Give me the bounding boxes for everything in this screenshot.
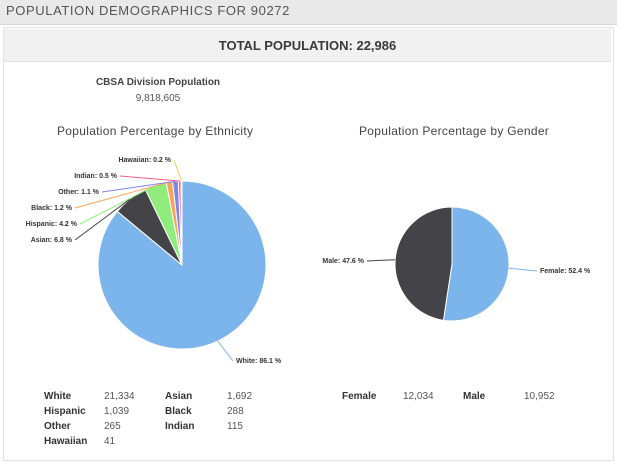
slice-label-black: Black: 1.2 %: [31, 205, 73, 212]
connector-hawaiian: [173, 159, 182, 182]
table-value-asian: 1,692: [227, 391, 253, 402]
header-bar: POPULATION DEMOGRAPHICS FOR 90272: [0, 0, 617, 25]
connector-male: [366, 259, 396, 262]
cbsa-value: 9,818,605: [135, 93, 181, 104]
connector-female: [508, 267, 538, 272]
table-value-other: 265: [104, 421, 121, 432]
table-label-male: Male: [463, 391, 486, 402]
total-population-label: TOTAL POPULATION:: [218, 38, 353, 53]
pie-slice-female[interactable]: [442, 206, 510, 322]
slice-label-asian: Asian: 6.8 %: [31, 237, 73, 244]
slice-label-other: Other: 1.1 %: [58, 189, 100, 196]
connector-hispanic: [79, 184, 156, 225]
ethnicity-chart-title: Population Percentage by Ethnicity: [57, 124, 254, 138]
table-label-indian: Indian: [165, 421, 195, 432]
connector-asian: [74, 198, 131, 241]
slice-label-hawaiian: Hawaiian: 0.2 %: [118, 157, 171, 164]
table-label-white: White: [44, 391, 72, 402]
page-title: POPULATION DEMOGRAPHICS FOR 90272: [6, 3, 290, 18]
table-value-hispanic: 1,039: [104, 406, 130, 417]
table-value-white: 21,334: [104, 391, 135, 402]
connector-white: [217, 340, 234, 362]
table-label-hawaiian: Hawaiian: [44, 436, 88, 447]
connector-other: [101, 180, 176, 193]
table-label-asian: Asian: [165, 391, 193, 402]
table-value-black: 288: [227, 406, 244, 417]
table-value-indian: 115: [227, 421, 243, 432]
slice-label-female: Female: 52.4 %: [540, 268, 591, 275]
table-value-female: 12,034: [403, 391, 434, 402]
total-population-heading: TOTAL POPULATION: 22,986: [4, 38, 611, 53]
total-population-value: 22,986: [356, 38, 397, 53]
total-population-bar: TOTAL POPULATION: 22,986: [4, 29, 611, 62]
slice-label-white: White: 86.1 %: [236, 358, 282, 365]
pie-slice-male[interactable]: [394, 206, 453, 321]
connector-black: [74, 181, 170, 209]
cbsa-label: CBSA Division Population: [95, 77, 221, 88]
table-label-black: Black: [165, 406, 192, 417]
connector-indian: [119, 175, 180, 182]
table-label-female: Female: [342, 391, 377, 402]
gender-chart-title: Population Percentage by Gender: [359, 124, 550, 138]
slice-label-indian: Indian: 0.5 %: [74, 173, 118, 180]
table-label-hispanic: Hispanic: [44, 406, 86, 417]
slice-label-hispanic: Hispanic: 4.2 %: [26, 221, 78, 228]
table-value-hawaiian: 41: [104, 436, 116, 447]
slice-label-male: Male: 47.6 %: [322, 258, 364, 265]
table-value-male: 10,952: [524, 391, 555, 402]
table-label-other: Other: [44, 421, 71, 432]
